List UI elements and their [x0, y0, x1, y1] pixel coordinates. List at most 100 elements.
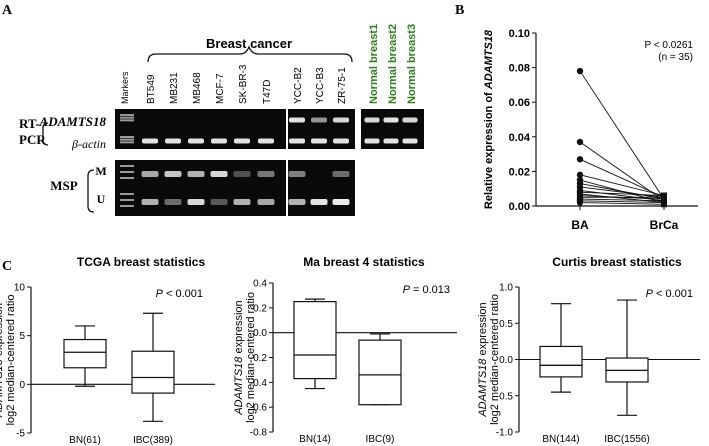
msp-m-band [187, 171, 205, 177]
rtpcr-bracket [42, 122, 49, 146]
pair-line [579, 189, 665, 202]
y-tick-label: 0.4 [253, 279, 267, 290]
adamts18-band [333, 117, 349, 123]
adamts18-band [289, 117, 305, 123]
msp-u-band [141, 199, 159, 205]
normal-adamts18-band [383, 117, 399, 123]
lane-label-markers: Markers [120, 71, 130, 104]
lane-label-cancer: MB231 [169, 72, 180, 104]
actin-band [211, 138, 227, 144]
y-axis-label: Relative expression of ADAMTS18 [483, 29, 495, 209]
pair-line [579, 70, 665, 200]
lane-label-cancer: MB468 [192, 72, 203, 104]
x-tick-label: BrCa [650, 218, 679, 232]
actin-band [333, 138, 349, 144]
box [293, 301, 337, 380]
y-tick-label: 10 [14, 283, 26, 294]
group-bracket [147, 45, 353, 63]
gel-images [115, 109, 424, 216]
stat-p: P [403, 284, 411, 296]
y-axis-label-gene: ADAMTS18 [0, 358, 5, 418]
y-axis-label: ADAMTS18 expression [477, 302, 489, 417]
stat-rest: = 0.013 [410, 284, 450, 296]
box-chart-title: Ma breast 4 statistics [303, 255, 425, 269]
box-category-label: IBC(1556) [604, 434, 650, 445]
y-tick-label: 0.06 [509, 97, 530, 109]
marker-ladder-band [120, 119, 134, 122]
actin-band [311, 138, 327, 144]
actin-band [165, 138, 181, 144]
lane-label-normal: Normal breast2 [387, 24, 399, 104]
marker-ladder-band [120, 171, 134, 173]
y-axis-label-suffix: expression [233, 300, 245, 356]
stat-rest: < 0.001 [653, 288, 693, 300]
box-category-label: BN(61) [69, 435, 101, 446]
panel-a: A Breast cancer Markers BT549 MB231 MB468 MC… [2, 3, 424, 216]
pair-line [579, 191, 665, 197]
msp-m-label: M [95, 164, 106, 178]
lane-label-cancer: MCF-7 [215, 73, 226, 104]
stat-p: P [646, 288, 654, 300]
curtis-box-chart: Curtis breast statistics P < 0.001 -1.0 -0.… [477, 255, 700, 445]
pair-line [579, 158, 665, 198]
stat-rest: < 0.001 [163, 288, 203, 300]
paired-expression-chart: 0.00 0.02 0.04 0.06 0.08 0.10 Relative express… [483, 28, 698, 232]
ma-box-chart: Ma breast 4 statistics P = 0.013 -0.8 -0.6 -… [233, 255, 457, 445]
y-axis-label-gene: ADAMTS18 [233, 356, 245, 416]
lane-label-normal: Normal breast1 [368, 24, 380, 104]
y-tick-label: 0.08 [509, 63, 530, 75]
panel-b-label: B [455, 3, 464, 18]
msp-u-band [288, 199, 306, 205]
marker-ladder-band [120, 177, 134, 179]
msp-u-band [310, 199, 328, 205]
normal-actin-band [383, 138, 399, 144]
y-tick-label: 5 [19, 331, 25, 342]
y-tick-label: -0.2 [250, 353, 268, 364]
panel-b-n: (n = 35) [658, 52, 693, 63]
pair-line [579, 174, 665, 197]
actin-band [142, 138, 158, 144]
box [63, 338, 107, 369]
breast-cancer-group-label: Breast cancer [206, 36, 292, 51]
msp-label: MSP [50, 178, 78, 193]
msp-u-band [210, 199, 228, 205]
marker-ladder-band [120, 205, 134, 207]
panel-a-label: A [2, 3, 13, 18]
box-chart-stat: P = 0.013 [403, 284, 450, 296]
rtpcr-label-line1: RT- [19, 116, 40, 131]
normal-adamts18-band [402, 117, 418, 123]
pair-line [579, 198, 665, 202]
box [539, 345, 583, 378]
tcga-box-chart: TCGA breast statistics P < 0.001 -5 0 5 10 ADA… [0, 255, 215, 446]
marker-ladder-band [120, 193, 134, 195]
ba-point [576, 171, 584, 179]
y-axis-label-gene: ADAMTS18 [483, 29, 495, 90]
y-tick-label: -5 [16, 429, 25, 440]
msp-m-band [233, 171, 251, 177]
box-category-label: IBC(9) [366, 434, 395, 445]
ba-point [576, 156, 584, 163]
lane-label-cancer: T47D [262, 80, 273, 104]
box-chart-title: TCGA breast statistics [77, 255, 206, 269]
panel-b-stat: P < 0.0261 [645, 40, 694, 51]
msp-m-band [141, 171, 159, 177]
lane-label-cancer: YCC-B2 [293, 67, 304, 104]
y-tick-label: -0.5 [496, 391, 514, 402]
brca-point [661, 201, 667, 208]
adamts18-row-label: ADAMTS18 [39, 114, 107, 129]
y-axis-label-gene: ADAMTS18 [477, 358, 489, 418]
actin-row-label: β-actin [71, 137, 106, 151]
normal-adamts18-band [364, 117, 380, 123]
actin-band [234, 138, 250, 144]
y-tick-label: -0.6 [250, 403, 268, 414]
brca-point [661, 194, 667, 201]
y-tick-label: 0.5 [499, 319, 513, 330]
marker-ladder-band [120, 199, 134, 201]
pair-line [579, 186, 665, 198]
y-axis-label-line2: log2 median-centered ratio [489, 294, 501, 425]
y-tick-label: -0.4 [250, 378, 268, 389]
box-category-label: BN(144) [542, 434, 579, 445]
y-axis-label: ADAMTS18 expression [233, 300, 245, 415]
msp-u-band [187, 199, 205, 205]
